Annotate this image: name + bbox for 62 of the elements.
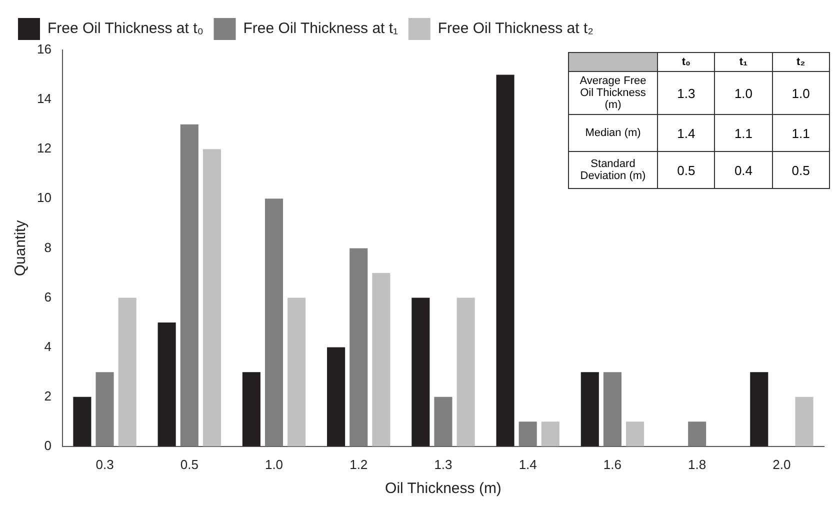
y-tick-label: 14 <box>36 91 52 106</box>
x-tick-label: 1.2 <box>350 456 368 472</box>
bar <box>96 372 114 446</box>
y-tick-label: 8 <box>44 240 52 255</box>
category-label: Standard Deviation (m) <box>580 158 646 182</box>
bar <box>795 396 814 446</box>
legend-label: Free Oil Thickness at t₂ <box>438 20 594 38</box>
y-axis-title: Quantity <box>12 220 30 276</box>
text: 1.0 <box>792 86 810 100</box>
text: 0.5 <box>677 162 696 178</box>
bar <box>350 248 368 446</box>
x-tick-label: 0.3 <box>96 456 114 472</box>
bar <box>327 347 346 446</box>
text: 1.0 <box>734 86 753 100</box>
bar <box>118 298 136 446</box>
y-tick-label: 4 <box>44 338 52 354</box>
category-label: t₂ <box>772 52 830 72</box>
bar <box>288 298 306 446</box>
text: 1.1 <box>792 126 810 140</box>
x-tick-label: 1.0 <box>264 456 284 472</box>
legend-label: Free Oil Thickness at t₁ <box>243 20 398 38</box>
y-tick-label: 16 <box>36 42 52 57</box>
y-tick-label: 12 <box>36 140 52 156</box>
bar <box>688 422 706 446</box>
bar <box>180 124 198 446</box>
text: 1.1 <box>734 126 753 140</box>
bar <box>73 396 92 446</box>
x-tick-label: 1.3 <box>434 456 452 472</box>
bar <box>580 372 599 446</box>
bar <box>264 198 284 446</box>
bar <box>496 74 514 446</box>
x-tick-label: 0.5 <box>180 456 198 472</box>
bar <box>434 396 452 446</box>
y-tick-label: 2 <box>44 388 52 404</box>
bar <box>372 272 390 446</box>
y-tick-label: 6 <box>44 289 52 304</box>
category-label: t₁ <box>714 52 772 72</box>
y-tick-label: 10 <box>36 190 52 206</box>
x-tick-label: 1.6 <box>603 456 622 472</box>
text: 0.5 <box>792 162 810 178</box>
text: 1.3 <box>677 86 696 100</box>
text: 1.4 <box>677 126 696 140</box>
bar <box>750 372 768 446</box>
category-label: t₀ <box>658 52 715 72</box>
bar <box>242 372 260 446</box>
bar <box>456 298 475 446</box>
bar <box>518 422 537 446</box>
bar <box>158 322 176 446</box>
legend-label: Free Oil Thickness at t₀ <box>48 20 204 38</box>
text: 0.4 <box>734 162 753 178</box>
bar <box>541 422 560 446</box>
y-tick-label: 0 <box>44 438 52 453</box>
x-axis-title: Oil Thickness (m) <box>385 480 502 498</box>
x-tick-label: 1.4 <box>518 456 537 472</box>
x-tick-label: 2.0 <box>772 456 791 472</box>
category-label: Median (m) <box>585 127 641 139</box>
bar <box>412 298 430 446</box>
x-tick-label: 1.8 <box>688 456 706 472</box>
category-label: Average Free Oil Thickness (m) <box>580 75 646 111</box>
bar <box>603 372 622 446</box>
bar <box>626 422 644 446</box>
bar <box>202 149 221 446</box>
